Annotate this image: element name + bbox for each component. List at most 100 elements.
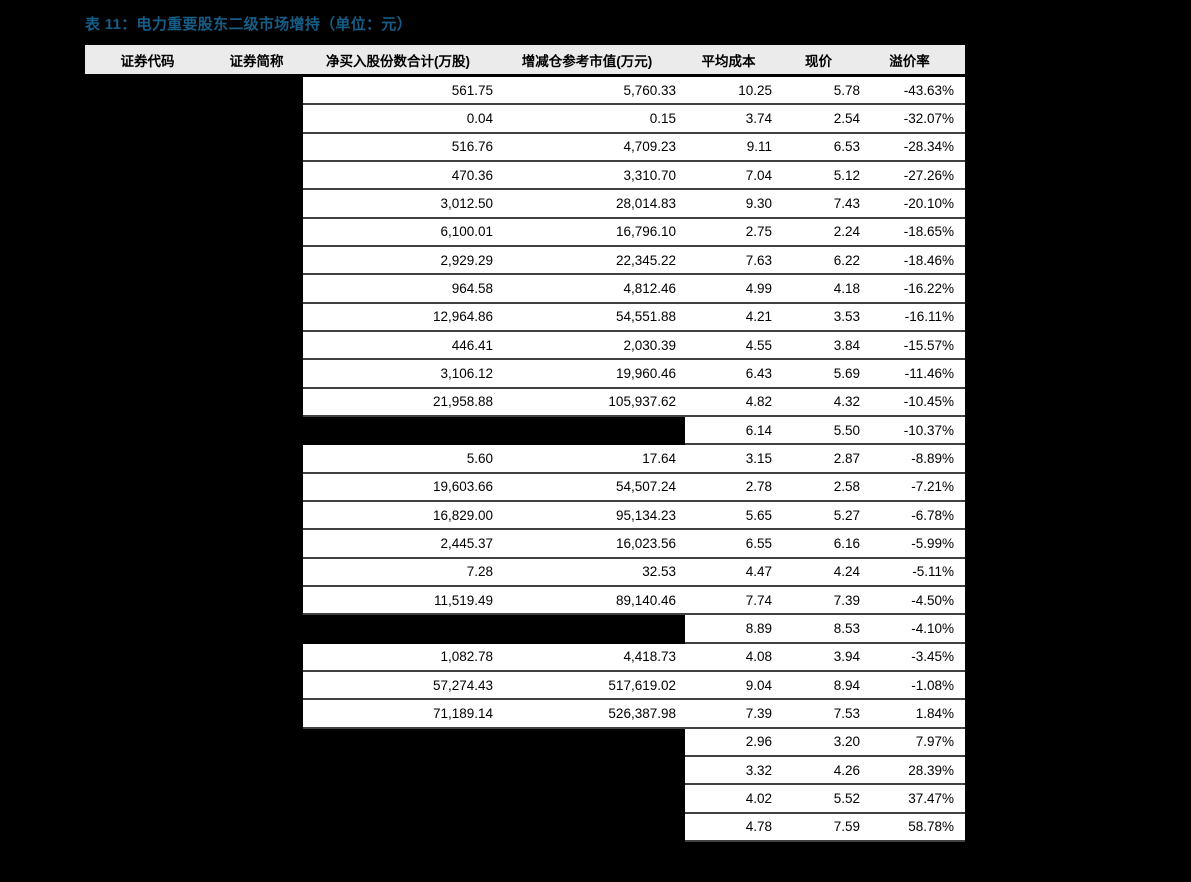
cell-avg-cost: 4.21 bbox=[745, 309, 772, 325]
cell-avg-cost: 10.25 bbox=[738, 82, 772, 98]
table-row: 6.14 5.50 -10.37% bbox=[85, 416, 965, 446]
cell-current-price: 6.53 bbox=[833, 139, 860, 155]
row-visible-cells: 7.28 32.53 4.47 4.24 -5.11% bbox=[303, 558, 965, 587]
cell-premium-rate: -10.45% bbox=[903, 394, 954, 410]
cell-avg-cost: 5.65 bbox=[745, 507, 772, 523]
cell-ref-market-value: 22,345.22 bbox=[615, 252, 676, 268]
table-row: 71,189.14 526,387.98 7.39 7.53 1.84% bbox=[85, 700, 965, 729]
cell-net-buy-shares: 21,958.88 bbox=[432, 394, 493, 410]
redacted-cells-black-box bbox=[85, 586, 303, 616]
table-body: 561.75 5,760.33 10.25 5.78 -43.63% 0.04 … bbox=[85, 77, 965, 842]
redacted-cells-black-box bbox=[85, 360, 303, 389]
redacted-cells-black-box bbox=[85, 388, 303, 417]
table-row: 1,082.78 4,418.73 4.08 3.94 -3.45% bbox=[85, 643, 965, 672]
cell-avg-cost: 4.47 bbox=[745, 564, 772, 580]
cell-ref-market-value: 105,937.62 bbox=[608, 394, 676, 410]
row-visible-cells: 57,274.43 517,619.02 9.04 8.94 -1.08% bbox=[303, 671, 965, 701]
cell-ref-market-value: 3,310.70 bbox=[623, 167, 676, 183]
row-visible-cells: 12,964.86 54,551.88 4.21 3.53 -16.11% bbox=[303, 303, 965, 332]
cell-premium-rate: 58.78% bbox=[908, 819, 954, 835]
redacted-cells-black-box bbox=[85, 813, 685, 842]
cell-current-price: 5.12 bbox=[833, 167, 860, 183]
cell-current-price: 5.50 bbox=[833, 422, 860, 438]
cell-premium-rate: -10.37% bbox=[903, 422, 954, 438]
row-visible-cells: 2,445.37 16,023.56 6.55 6.16 -5.99% bbox=[303, 530, 965, 559]
cell-premium-rate: 37.47% bbox=[908, 790, 954, 806]
cell-avg-cost: 8.89 bbox=[745, 620, 772, 636]
redacted-cells-black-box bbox=[85, 501, 303, 531]
cell-premium-rate: -6.78% bbox=[911, 507, 954, 523]
cell-ref-market-value: 89,140.46 bbox=[615, 592, 676, 608]
table-row: 4.78 7.59 58.78% bbox=[85, 813, 965, 842]
row-visible-cells: 516.76 4,709.23 9.11 6.53 -28.34% bbox=[303, 133, 965, 162]
column-header-security-code: 证券代码 bbox=[120, 53, 175, 69]
cell-avg-cost: 2.75 bbox=[745, 224, 772, 240]
table-row: 4.02 5.52 37.47% bbox=[85, 785, 965, 814]
row-visible-cells: 16,829.00 95,134.23 5.65 5.27 -6.78% bbox=[303, 501, 965, 531]
cell-avg-cost: 6.43 bbox=[745, 365, 772, 381]
cell-net-buy-shares: 2,445.37 bbox=[440, 535, 493, 551]
table-row: 3,012.50 28,014.83 9.30 7.43 -20.10% bbox=[85, 190, 965, 219]
redacted-cells-black-box bbox=[85, 416, 685, 446]
cell-premium-rate: -1.08% bbox=[911, 677, 954, 693]
cell-premium-rate: -18.65% bbox=[903, 224, 954, 240]
cell-current-price: 4.24 bbox=[833, 564, 860, 580]
redacted-cells-black-box bbox=[85, 246, 303, 276]
cell-current-price: 7.39 bbox=[833, 592, 860, 608]
cell-net-buy-shares: 1,082.78 bbox=[440, 649, 493, 665]
cell-avg-cost: 9.11 bbox=[746, 139, 772, 155]
cell-premium-rate: -43.63% bbox=[903, 82, 954, 98]
row-visible-cells: 0.04 0.15 3.74 2.54 -32.07% bbox=[303, 105, 965, 134]
row-visible-cells: 2.96 3.20 7.97% bbox=[685, 728, 965, 757]
redacted-cells-black-box bbox=[85, 445, 303, 474]
table-row: 0.04 0.15 3.74 2.54 -32.07% bbox=[85, 105, 965, 134]
cell-ref-market-value: 95,134.23 bbox=[615, 507, 676, 523]
redacted-cells-black-box bbox=[85, 530, 303, 559]
cell-net-buy-shares: 3,106.12 bbox=[440, 365, 493, 381]
redacted-cells-black-box bbox=[85, 671, 303, 701]
cell-premium-rate: -32.07% bbox=[903, 110, 954, 126]
cell-avg-cost: 3.74 bbox=[745, 110, 772, 126]
cell-premium-rate: -18.46% bbox=[903, 252, 954, 268]
cell-current-price: 2.87 bbox=[833, 450, 860, 466]
row-visible-cells: 3,106.12 19,960.46 6.43 5.69 -11.46% bbox=[303, 360, 965, 389]
column-header-security-name: 证券简称 bbox=[229, 53, 284, 69]
table-row: 446.41 2,030.39 4.55 3.84 -15.57% bbox=[85, 331, 965, 361]
table-row: 11,519.49 89,140.46 7.74 7.39 -4.50% bbox=[85, 586, 965, 616]
table-row: 2.96 3.20 7.97% bbox=[85, 728, 965, 757]
cell-avg-cost: 4.99 bbox=[745, 280, 772, 296]
cell-avg-cost: 7.39 bbox=[745, 705, 772, 721]
table-row: 2,929.29 22,345.22 7.63 6.22 -18.46% bbox=[85, 246, 965, 276]
table-row: 964.58 4,812.46 4.99 4.18 -16.22% bbox=[85, 275, 965, 304]
redacted-cells-black-box bbox=[85, 303, 303, 332]
row-visible-cells: 71,189.14 526,387.98 7.39 7.53 1.84% bbox=[303, 700, 965, 729]
row-visible-cells: 964.58 4,812.46 4.99 4.18 -16.22% bbox=[303, 275, 965, 304]
cell-current-price: 3.94 bbox=[833, 649, 860, 665]
row-visible-cells: 561.75 5,760.33 10.25 5.78 -43.63% bbox=[303, 77, 965, 106]
cell-premium-rate: -15.57% bbox=[903, 337, 954, 353]
cell-premium-rate: -28.34% bbox=[903, 139, 954, 155]
cell-premium-rate: -16.22% bbox=[903, 280, 954, 296]
redacted-cells-black-box bbox=[85, 728, 685, 757]
cell-current-price: 7.53 bbox=[833, 705, 860, 721]
cell-ref-market-value: 28,014.83 bbox=[615, 195, 676, 211]
cell-avg-cost: 2.78 bbox=[745, 479, 772, 495]
table-row: 19,603.66 54,507.24 2.78 2.58 -7.21% bbox=[85, 473, 965, 502]
cell-current-price: 4.18 bbox=[833, 280, 860, 296]
cell-avg-cost: 4.08 bbox=[745, 649, 772, 665]
cell-ref-market-value: 526,387.98 bbox=[608, 705, 676, 721]
column-header-net-buy-shares: 净买入股份数合计(万股) bbox=[326, 53, 470, 69]
redacted-cells-black-box bbox=[85, 275, 303, 304]
cell-avg-cost: 9.30 bbox=[745, 195, 772, 211]
table-header-row: 证券代码 证券简称 净买入股份数合计(万股) 增减仓参考市值(万元) 平均成本 … bbox=[85, 43, 965, 74]
cell-current-price: 5.52 bbox=[833, 790, 860, 806]
row-visible-cells: 3,012.50 28,014.83 9.30 7.43 -20.10% bbox=[303, 190, 965, 219]
cell-avg-cost: 7.63 bbox=[745, 252, 772, 268]
column-header-avg-cost: 平均成本 bbox=[701, 53, 756, 69]
row-visible-cells: 1,082.78 4,418.73 4.08 3.94 -3.45% bbox=[303, 643, 965, 672]
cell-ref-market-value: 16,796.10 bbox=[615, 224, 676, 240]
cell-net-buy-shares: 7.28 bbox=[466, 564, 493, 580]
table-row: 516.76 4,709.23 9.11 6.53 -28.34% bbox=[85, 133, 965, 162]
row-visible-cells: 11,519.49 89,140.46 7.74 7.39 -4.50% bbox=[303, 586, 965, 616]
